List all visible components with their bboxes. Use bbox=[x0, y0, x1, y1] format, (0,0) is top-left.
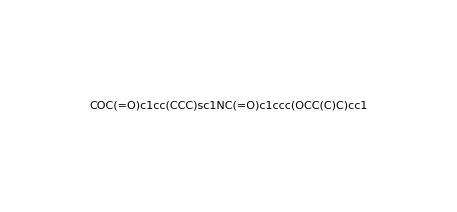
Text: COC(=O)c1cc(CCC)sc1NC(=O)c1ccc(OCC(C)C)cc1: COC(=O)c1cc(CCC)sc1NC(=O)c1ccc(OCC(C)C)c… bbox=[89, 101, 368, 111]
